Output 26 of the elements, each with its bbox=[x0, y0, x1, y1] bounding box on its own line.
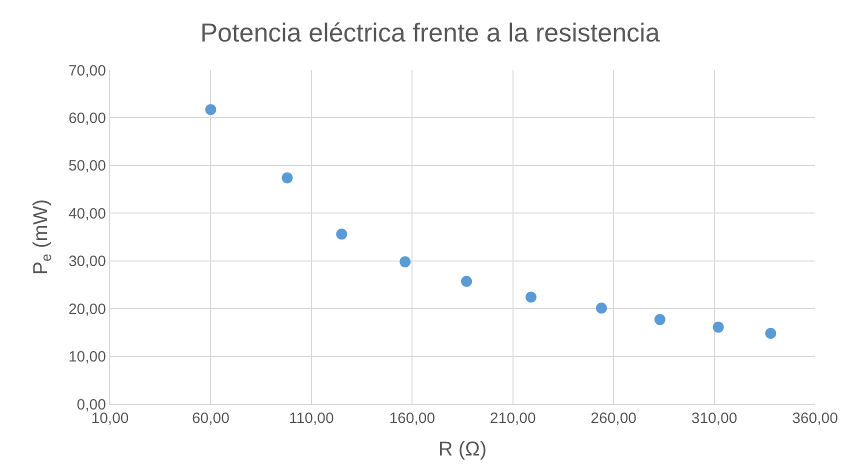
y-tick-label: 30,00 bbox=[68, 253, 106, 270]
x-tick-label: 160,00 bbox=[389, 410, 436, 427]
point bbox=[596, 302, 607, 314]
x-tick-label: 110,00 bbox=[289, 410, 334, 427]
y-tick-label: 50,00 bbox=[68, 158, 106, 175]
y-tick-label: 40,00 bbox=[68, 205, 106, 222]
x-tick-label: 60,00 bbox=[192, 410, 230, 427]
y-tick-label: 20,00 bbox=[68, 300, 106, 318]
point bbox=[654, 314, 666, 326]
x-axis-title: R (Ω) bbox=[438, 438, 487, 460]
point bbox=[525, 292, 536, 303]
y-tick-label: 10,00 bbox=[68, 348, 106, 366]
y-tick-label: 60,00 bbox=[68, 110, 106, 127]
point bbox=[205, 104, 216, 116]
point bbox=[712, 322, 724, 333]
point bbox=[765, 328, 776, 339]
point bbox=[282, 172, 293, 184]
point bbox=[400, 256, 411, 268]
x-tick-label: 360,00 bbox=[792, 410, 838, 427]
x-tick-label: 210,00 bbox=[490, 410, 536, 427]
point bbox=[461, 276, 472, 287]
chart-title: Potencia eléctrica frente a la resistencia bbox=[200, 18, 660, 48]
y-tick-label: 70,00 bbox=[68, 62, 106, 80]
x-tick-label: 310,00 bbox=[691, 410, 738, 427]
point bbox=[336, 228, 348, 240]
x-tick-label: 260,00 bbox=[590, 410, 637, 427]
